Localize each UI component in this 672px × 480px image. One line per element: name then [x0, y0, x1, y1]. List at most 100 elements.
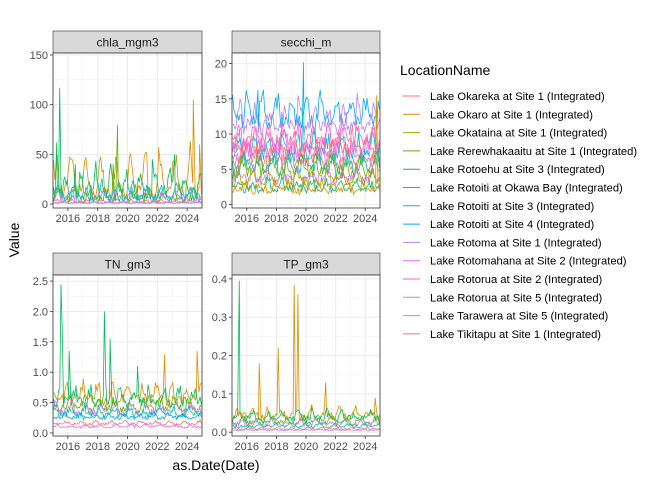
- x-tick-label: 2024: [175, 441, 199, 453]
- legend-item: Lake Rotoiti at Okawa Bay (Integrated): [403, 183, 623, 195]
- legend-label: Lake Rotomahana at Site 2 (Integrated): [430, 256, 627, 268]
- series-line: [53, 394, 202, 415]
- legend-item: Lake Rotorua at Site 5 (Integrated): [403, 292, 603, 304]
- legend-label: Lake Tikitapu at Site 1 (Integrated): [430, 329, 601, 341]
- x-tick-label: 2022: [323, 441, 347, 453]
- series-line: [53, 403, 202, 420]
- y-tick-label: 0.5: [33, 398, 48, 410]
- legend-item: Lake Rotomahana at Site 2 (Integrated): [403, 256, 627, 268]
- series-line: [53, 400, 202, 417]
- legend-item: Lake Tikitapu at Site 1 (Integrated): [403, 329, 601, 341]
- y-tick-label: 20: [215, 59, 227, 71]
- x-tick-label: 2018: [85, 441, 109, 453]
- series-line: [53, 201, 202, 205]
- facet-strip-label: secchi_m: [281, 36, 332, 50]
- legend-label: Lake Rotoiti at Okawa Bay (Integrated): [430, 183, 623, 195]
- series-line: [53, 284, 202, 410]
- facet-strip-label: TN_gm3: [104, 258, 150, 272]
- x-tick-label: 2018: [85, 213, 109, 225]
- y-tick-label: 1.5: [33, 337, 48, 349]
- series-line: [53, 178, 202, 204]
- legend-label: Lake Rotoehu at Site 3 (Integrated): [430, 164, 605, 176]
- legend-item: Lake Rotoiti at Site 3 (Integrated): [403, 201, 594, 213]
- y-tick-label: 15: [215, 94, 227, 106]
- legend-item: Lake Rerewhakaaitu at Site 1 (Integrated…: [403, 146, 637, 158]
- series-line: [232, 176, 380, 194]
- x-tick-label: 2024: [353, 213, 377, 225]
- x-axis-title: as.Date(Date): [172, 457, 259, 473]
- legend-item: Lake Okataina at Site 1 (Integrated): [403, 128, 608, 140]
- facet-strip-label: TP_gm3: [283, 258, 329, 272]
- y-tick-label: 50: [36, 149, 48, 161]
- series-line: [232, 426, 380, 431]
- legend-label: Lake Rotoiti at Site 4 (Integrated): [430, 219, 594, 231]
- x-tick-label: 2018: [264, 213, 288, 225]
- facet-panel-TP_gm3: TP_gm3 0.0 0.1 0.2 0.3 0.4 2016 2018 2020 2022 202…: [212, 252, 381, 453]
- x-tick-label: 2024: [353, 441, 377, 453]
- legend-label: Lake Tarawera at Site 5 (Integrated): [430, 311, 609, 323]
- series-line: [232, 92, 380, 136]
- x-tick-label: 2020: [294, 213, 318, 225]
- y-tick-label: 0.0: [33, 428, 48, 440]
- series-line: [53, 423, 202, 429]
- y-tick-label: 2.5: [33, 276, 48, 288]
- legend-item: Lake Rotoiti at Site 4 (Integrated): [403, 219, 594, 231]
- x-tick-label: 2020: [294, 441, 318, 453]
- series-line: [232, 420, 380, 429]
- legend-label: Lake Rotorua at Site 2 (Integrated): [430, 274, 603, 286]
- series-line: [232, 95, 380, 196]
- x-tick-label: 2016: [56, 441, 80, 453]
- legend-item: Lake Rotoehu at Site 3 (Integrated): [403, 164, 605, 176]
- series-lines: [53, 87, 202, 205]
- series-line: [53, 411, 202, 421]
- x-tick-label: 2022: [145, 213, 169, 225]
- legend-label: Lake Rerewhakaaitu at Site 1 (Integrated…: [430, 146, 637, 158]
- y-tick-label: 0: [42, 199, 48, 211]
- x-tick-label: 2016: [235, 213, 259, 225]
- series-line: [232, 89, 380, 129]
- y-tick-label: 0.2: [212, 351, 227, 363]
- series-line: [53, 124, 202, 205]
- y-axis-title: Value: [6, 222, 22, 257]
- x-tick-label: 2022: [145, 441, 169, 453]
- series-line: [232, 284, 380, 423]
- legend-label: Lake Okaro at Site 1 (Integrated): [430, 109, 593, 121]
- legend-label: Lake Rotoiti at Site 3 (Integrated): [430, 201, 594, 213]
- x-tick-label: 2020: [115, 213, 139, 225]
- legend-item: Lake Okaro at Site 1 (Integrated): [403, 109, 593, 121]
- facet-panel-TN_gm3: TN_gm3 0.0 0.5 1.0 1.5 2.0 2.5 2016 2018 2020 2022…: [33, 252, 203, 453]
- legend-label: Lake Okareka at Site 1 (Integrated): [430, 91, 605, 103]
- series-line: [232, 428, 380, 432]
- x-tick-label: 2016: [235, 441, 259, 453]
- x-tick-label: 2020: [115, 441, 139, 453]
- y-tick-label: 0.4: [212, 274, 227, 286]
- legend-item: Lake Okareka at Site 1 (Integrated): [403, 91, 605, 103]
- series-line: [53, 198, 202, 204]
- y-tick-label: 100: [30, 100, 48, 112]
- y-tick-label: 0.1: [212, 389, 227, 401]
- legend-item: Lake Tarawera at Site 5 (Integrated): [403, 311, 609, 323]
- x-tick-label: 2016: [56, 213, 80, 225]
- series-lines: [53, 284, 202, 429]
- facet-strip-label: chla_mgm3: [96, 36, 158, 50]
- facet-panel-secchi_m: secchi_m 0 5 10 15 20 2016 2018 2020 2022 2024: [215, 30, 381, 225]
- legend-label: Lake Rotoma at Site 1 (Integrated): [430, 237, 602, 249]
- series-line: [232, 118, 380, 153]
- legend-item: Lake Rotorua at Site 2 (Integrated): [403, 274, 603, 286]
- series-line: [232, 138, 380, 171]
- series-lines: [232, 280, 380, 432]
- facet-panel-chla_mgm3: chla_mgm3 0 50 100 150 2016 2018 2020 2022 2024: [30, 30, 203, 225]
- x-tick-label: 2018: [264, 441, 288, 453]
- series-line: [232, 161, 380, 186]
- legend-title: LocationName: [400, 62, 490, 78]
- x-tick-label: 2024: [175, 213, 199, 225]
- series-line: [232, 163, 380, 188]
- legend-label: Lake Rotorua at Site 5 (Integrated): [430, 292, 603, 304]
- x-tick-label: 2022: [323, 213, 347, 225]
- legend-label: Lake Okataina at Site 1 (Integrated): [430, 128, 608, 140]
- y-tick-label: 0: [221, 199, 227, 211]
- legend: LocationName Lake Okareka at Site 1 (Int…: [400, 62, 637, 341]
- y-tick-label: 0.0: [212, 427, 227, 439]
